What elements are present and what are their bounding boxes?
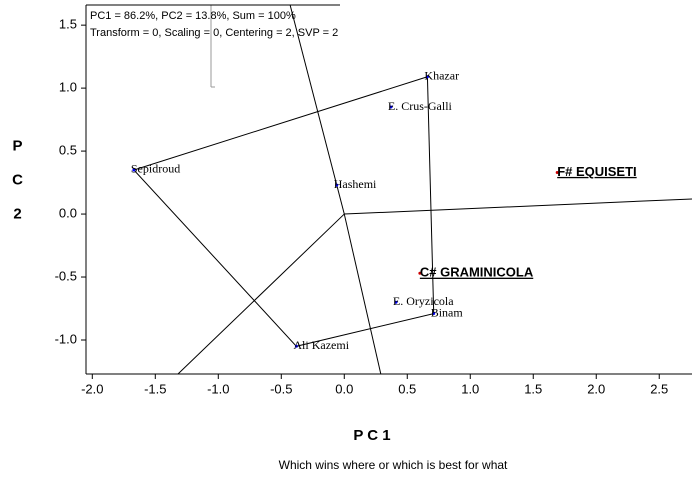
- sector-ray: [343, 213, 382, 375]
- genotype-point: [132, 168, 136, 172]
- sector-ray: [177, 213, 345, 375]
- genotype-point: [389, 105, 393, 109]
- caption: Which wins where or which is best for wh…: [279, 458, 508, 472]
- y-tick-label: 1.5: [59, 17, 77, 32]
- x-tick-label: -0.5: [270, 381, 292, 396]
- y-tick-label: 0.0: [59, 205, 77, 220]
- genotype-point: [394, 300, 398, 304]
- environment-label: F# EQUISETI: [557, 164, 636, 179]
- sector-ray: [344, 198, 692, 215]
- genotype-label: E. Oryzicola: [393, 294, 454, 308]
- annotation: Transform = 0, Scaling = 0, Centering = …: [90, 27, 338, 39]
- y-tick-label: 0.5: [59, 143, 77, 158]
- x-tick-label: 1.0: [461, 381, 479, 396]
- x-tick-label: -1.5: [144, 381, 166, 396]
- x-axis-label: P C 1: [353, 427, 390, 444]
- x-tick-label: 0.0: [335, 381, 353, 396]
- x-tick-label: -2.0: [81, 381, 103, 396]
- genotype-label: E. Crus-Galli: [388, 99, 453, 113]
- y-axis-label: P C 2: [9, 138, 26, 223]
- x-tick-label: 2.0: [587, 381, 605, 396]
- genotype-point: [425, 75, 429, 79]
- genotype-label: Hashemi: [334, 177, 377, 191]
- x-tick-label: 1.5: [524, 381, 542, 396]
- genotype-point: [294, 344, 298, 348]
- genotype-label: Khazar: [424, 69, 459, 83]
- environment-label: C# GRAMINICOLA: [420, 265, 534, 280]
- environment-point: [418, 271, 422, 275]
- sector-ray: [289, 4, 345, 215]
- y-tick-label: 1.0: [59, 80, 77, 95]
- y-tick-label: -0.5: [55, 268, 77, 283]
- genotype-label: Ali Kazemi: [293, 338, 349, 352]
- annotation: PC1 = 86.2%, PC2 = 13.8%, Sum = 100%: [90, 10, 296, 22]
- genotype-label: Binam: [431, 305, 464, 319]
- genotype-point: [335, 183, 339, 187]
- environment-point: [555, 170, 559, 174]
- x-tick-label: -1.0: [207, 381, 229, 396]
- y-tick-label: -1.0: [55, 331, 77, 346]
- x-tick-label: 0.5: [398, 381, 416, 396]
- x-tick-label: 2.5: [650, 381, 668, 396]
- genotype-label: Sepidroud: [131, 162, 180, 176]
- genotype-point: [432, 312, 436, 316]
